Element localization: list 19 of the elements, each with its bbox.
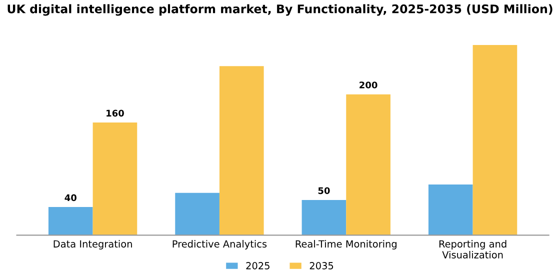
bar (219, 66, 264, 236)
x-tick-label: Data Integration (54, 240, 132, 250)
data-label: 40 (64, 194, 76, 202)
bar (346, 94, 390, 236)
bar (175, 192, 220, 236)
x-tick-label: Real-Time Monitoring (296, 240, 396, 250)
legend-label: 2025 (246, 262, 270, 270)
x-tick-label: Reporting and Visualization (439, 240, 506, 258)
data-label: 200 (360, 82, 378, 88)
bar (428, 184, 473, 236)
bar (92, 122, 138, 236)
bar (48, 207, 93, 236)
chart-title: UK digital intelligence platform market, By Functionality, 2025-2035 (USD Million) (8, 4, 552, 16)
x-tick-label: Predictive Analytics (172, 240, 267, 250)
data-label: 50 (318, 187, 330, 194)
bar (302, 200, 346, 236)
data-label: 160 (106, 110, 124, 117)
bar (472, 45, 518, 236)
legend-label: 2035 (310, 262, 334, 270)
